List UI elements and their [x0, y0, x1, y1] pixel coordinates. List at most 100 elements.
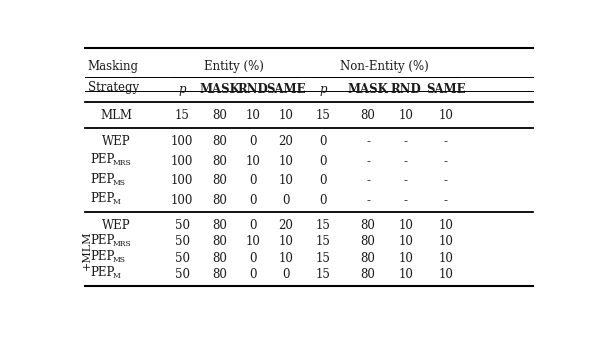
Text: MS: MS [112, 179, 125, 187]
Text: 15: 15 [316, 252, 331, 265]
Text: -: - [366, 155, 370, 168]
Text: -: - [366, 194, 370, 207]
Text: WEP: WEP [102, 135, 130, 148]
Text: 0: 0 [249, 174, 257, 187]
Text: -: - [404, 194, 408, 207]
Text: 100: 100 [171, 135, 193, 148]
Text: -: - [366, 135, 370, 148]
Text: -: - [404, 174, 408, 187]
Text: +MLM: +MLM [81, 231, 91, 270]
Text: 0: 0 [320, 174, 327, 187]
Text: Strategy: Strategy [88, 81, 139, 94]
Text: 80: 80 [361, 252, 376, 265]
Text: MS: MS [112, 256, 125, 264]
Text: 80: 80 [212, 109, 227, 122]
Text: 50: 50 [174, 219, 190, 232]
Text: 0: 0 [249, 252, 257, 265]
Text: 20: 20 [278, 135, 293, 148]
Text: 10: 10 [438, 268, 454, 281]
Text: p: p [320, 83, 327, 96]
Text: 10: 10 [398, 219, 413, 232]
Text: -: - [366, 174, 370, 187]
Text: 80: 80 [212, 268, 227, 281]
Text: -: - [444, 135, 448, 148]
Text: 0: 0 [320, 155, 327, 168]
Text: 80: 80 [361, 109, 376, 122]
Text: 100: 100 [171, 194, 193, 207]
Text: PEP: PEP [90, 172, 114, 185]
Text: 10: 10 [398, 236, 413, 249]
Text: 10: 10 [438, 252, 454, 265]
Text: 0: 0 [249, 194, 257, 207]
Text: 10: 10 [438, 236, 454, 249]
Text: Non-Entity (%): Non-Entity (%) [340, 60, 429, 73]
Text: PEP: PEP [90, 250, 114, 263]
Text: 80: 80 [212, 194, 227, 207]
Text: 0: 0 [249, 268, 257, 281]
Text: SAME: SAME [426, 83, 466, 96]
Text: MASK: MASK [348, 83, 389, 96]
Text: -: - [444, 194, 448, 207]
Text: PEP: PEP [90, 153, 114, 166]
Text: PEP: PEP [90, 266, 114, 279]
Text: Masking: Masking [88, 60, 139, 73]
Text: 50: 50 [174, 252, 190, 265]
Text: M: M [112, 198, 120, 206]
Text: 100: 100 [171, 155, 193, 168]
Text: 50: 50 [174, 268, 190, 281]
Text: 80: 80 [212, 135, 227, 148]
Text: 80: 80 [212, 236, 227, 249]
Text: p: p [178, 83, 186, 96]
Text: 10: 10 [398, 109, 413, 122]
Text: 10: 10 [245, 236, 260, 249]
Text: 10: 10 [398, 252, 413, 265]
Text: 15: 15 [316, 219, 331, 232]
Text: 10: 10 [245, 155, 260, 168]
Text: 15: 15 [316, 109, 331, 122]
Text: PEP: PEP [90, 192, 114, 205]
Text: 10: 10 [398, 268, 413, 281]
Text: MLM: MLM [100, 109, 132, 122]
Text: 0: 0 [282, 268, 289, 281]
Text: -: - [444, 155, 448, 168]
Text: RND: RND [390, 83, 421, 96]
Text: 80: 80 [212, 155, 227, 168]
Text: 15: 15 [316, 236, 331, 249]
Text: 80: 80 [212, 252, 227, 265]
Text: 10: 10 [278, 236, 293, 249]
Text: M: M [112, 273, 120, 280]
Text: 10: 10 [438, 219, 454, 232]
Text: 80: 80 [212, 174, 227, 187]
Text: -: - [404, 155, 408, 168]
Text: 15: 15 [174, 109, 190, 122]
Text: 0: 0 [320, 194, 327, 207]
Text: 10: 10 [438, 109, 454, 122]
Text: 0: 0 [282, 194, 289, 207]
Text: Entity (%): Entity (%) [204, 60, 264, 73]
Text: 20: 20 [278, 219, 293, 232]
Text: 0: 0 [320, 135, 327, 148]
Text: 50: 50 [174, 236, 190, 249]
Text: 80: 80 [212, 219, 227, 232]
Text: MRS: MRS [112, 159, 131, 167]
Text: 0: 0 [249, 219, 257, 232]
Text: 10: 10 [278, 155, 293, 168]
Text: 0: 0 [249, 135, 257, 148]
Text: -: - [404, 135, 408, 148]
Text: 15: 15 [316, 268, 331, 281]
Text: 80: 80 [361, 236, 376, 249]
Text: SAME: SAME [266, 83, 305, 96]
Text: -: - [444, 174, 448, 187]
Text: RND: RND [237, 83, 268, 96]
Text: 80: 80 [361, 219, 376, 232]
Text: 10: 10 [245, 109, 260, 122]
Text: WEP: WEP [102, 219, 130, 232]
Text: MRS: MRS [112, 240, 131, 248]
Text: 100: 100 [171, 174, 193, 187]
Text: 10: 10 [278, 109, 293, 122]
Text: MASK: MASK [199, 83, 240, 96]
Text: 10: 10 [278, 252, 293, 265]
Text: PEP: PEP [90, 234, 114, 247]
Text: 80: 80 [361, 268, 376, 281]
Text: 10: 10 [278, 174, 293, 187]
